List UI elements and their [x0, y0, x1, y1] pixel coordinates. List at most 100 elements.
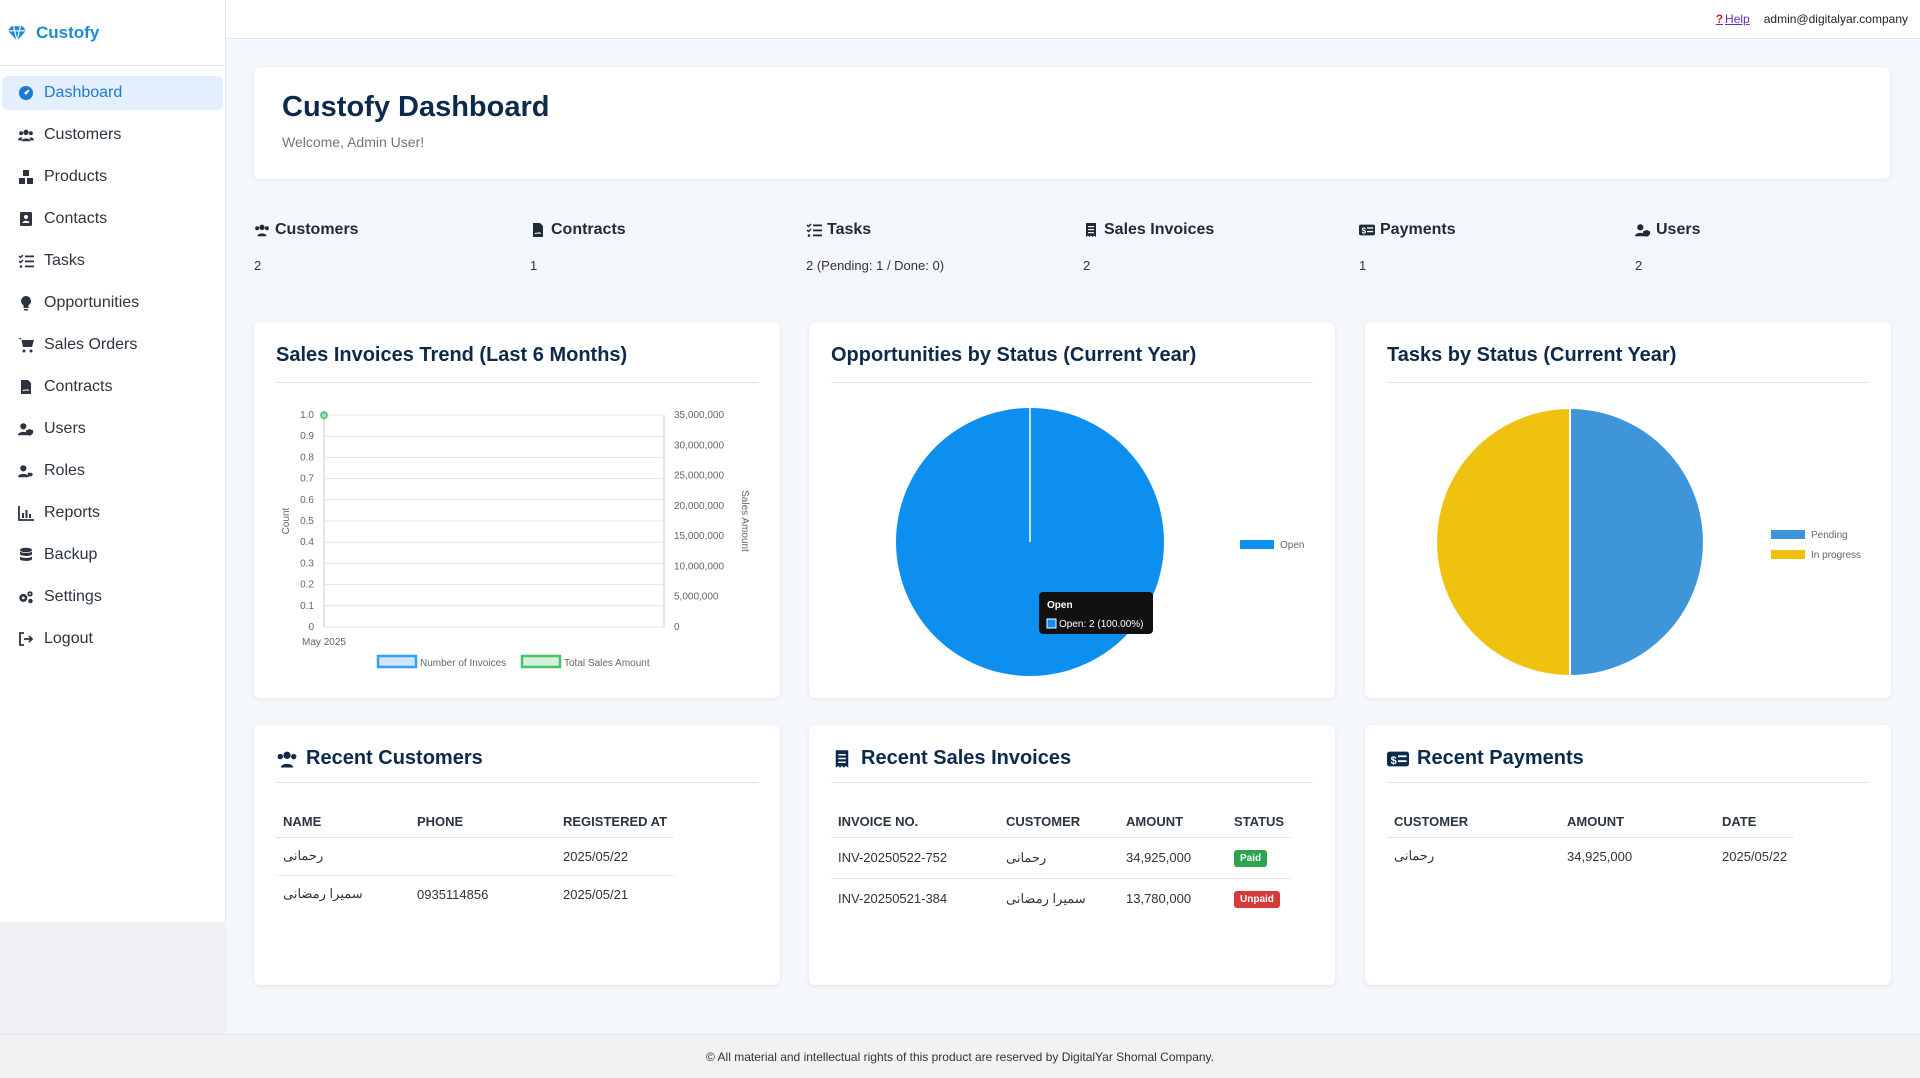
column-header[interactable]: INVOICE NO. [831, 807, 999, 838]
y-tick-label: 0.8 [300, 452, 314, 463]
sidebar-item-roles[interactable]: Roles [2, 454, 223, 488]
stat-customers[interactable]: Customers 2 [254, 221, 514, 273]
svg-text:$: $ [1362, 227, 1367, 236]
sidebar-item-settings[interactable]: Settings [2, 580, 223, 614]
stat-contracts[interactable]: Contracts 1 [530, 221, 790, 273]
pie-slice [1569, 406, 1705, 678]
sidebar-item-customers[interactable]: Customers [2, 118, 223, 152]
stat-tasks[interactable]: Tasks 2 (Pending: 1 / Done: 0) [806, 221, 1066, 273]
table-row[interactable]: INV-20250522-752 رحمانی 34,925,000 Paid [831, 837, 1292, 879]
sidebar-item-label: Roles [44, 462, 85, 479]
chart-line-icon [16, 504, 36, 522]
help-link[interactable]: ? Help [1716, 12, 1750, 26]
sidebar-item-users[interactable]: Users [2, 412, 223, 446]
column-header[interactable]: CUSTOMER [999, 807, 1119, 838]
y2-axis-label: Sales Amount [739, 490, 750, 552]
sidebar-item-contacts[interactable]: Contacts [2, 202, 223, 236]
sidebar-item-label: Logout [44, 630, 93, 647]
sidebar-item-backup[interactable]: Backup [2, 538, 223, 572]
y-tick-label: 0 [308, 622, 314, 633]
column-header[interactable]: REGISTERED AT [556, 807, 675, 838]
y-tick-label: 0.6 [300, 495, 314, 506]
dashboard-icon [16, 84, 36, 102]
list-check-icon [806, 223, 822, 237]
section-title: Recent Payments [1417, 747, 1584, 769]
status-badge: Paid [1234, 849, 1268, 867]
sales-trend-chart[interactable]: 1.0 0.9 0.8 0.7 0.6 0.5 0.4 0.3 0.2 0.1 0 35,000,00… [254, 322, 780, 698]
sidebar-item-dashboard[interactable]: Dashboard [2, 76, 223, 110]
tooltip-title: Open [1047, 600, 1073, 611]
table-row[interactable]: سمیرا رمضانی 0935114856 2025/05/21 [276, 875, 674, 913]
users-icon [277, 751, 297, 768]
y2-tick-label: 20,000,000 [674, 501, 724, 512]
pie-slice [1435, 406, 1571, 678]
divider [1387, 782, 1869, 783]
legend-swatch [1771, 530, 1805, 539]
table-row[interactable]: رحمانی 34,925,000 2025/05/22 [1387, 837, 1794, 875]
divider [831, 782, 1313, 783]
data-point-sales [320, 411, 328, 420]
sidebar-item-products[interactable]: Products [2, 160, 223, 194]
users-icon [16, 126, 36, 144]
brand[interactable]: Custofy [0, 0, 225, 66]
stat-label: Contracts [551, 221, 626, 238]
payment-customer: رحمانی [1394, 848, 1435, 864]
invoice-customer: رحمانی [999, 837, 1119, 879]
section-title: Recent Sales Invoices [861, 747, 1072, 769]
stat-sales-invoices[interactable]: Sales Invoices 2 [1083, 221, 1343, 273]
sidebar-item-label: Contracts [44, 378, 113, 395]
invoice-number[interactable]: INV-20250521-384 [838, 891, 948, 907]
column-header[interactable]: STATUS [1227, 807, 1292, 838]
tasks-pie-chart[interactable]: Pending In progress [1365, 322, 1891, 698]
column-header[interactable]: DATE [1715, 807, 1795, 838]
sidebar-item-label: Tasks [44, 252, 85, 269]
stat-users[interactable]: Users 2 [1635, 221, 1895, 273]
table-header-row: INVOICE NO. CUSTOMER AMOUNT STATUS [831, 807, 1292, 838]
legend-swatch [376, 654, 418, 669]
list-check-icon [16, 252, 36, 270]
status-badge: Unpaid [1234, 890, 1280, 908]
svg-text:$: $ [1391, 754, 1397, 766]
dashboard-header-card: Custofy Dashboard Welcome, Admin User! [254, 67, 1890, 179]
brand-name: Custofy [36, 22, 100, 42]
recent-invoices-table: INVOICE NO. CUSTOMER AMOUNT STATUS INV-2… [831, 807, 1292, 919]
sidebar-item-label: Reports [44, 504, 101, 521]
opportunities-pie-chart[interactable]: Open Open Open: 2 (100.00%) [809, 322, 1335, 698]
welcome-text: Welcome, Admin User! [282, 134, 425, 150]
registered-at: 2025/05/22 [556, 837, 675, 876]
sidebar-item-logout[interactable]: Logout [2, 622, 223, 656]
column-header[interactable]: NAME [276, 807, 410, 838]
column-header[interactable]: CUSTOMER [1387, 807, 1560, 838]
stat-value: 2 [1083, 258, 1091, 273]
y2-tick-label: 10,000,000 [674, 561, 724, 572]
sidebar-item-sales-orders[interactable]: Sales Orders [2, 328, 223, 362]
page-title: Custofy Dashboard [282, 91, 550, 123]
user-email[interactable]: admin@digitalyar.company [1763, 12, 1908, 26]
y2-tick-label: 30,000,000 [674, 440, 724, 451]
chart-tooltip: Open Open: 2 (100.00%) [1039, 592, 1153, 634]
sidebar-item-label: Users [44, 420, 86, 437]
sidebar-item-reports[interactable]: Reports [2, 496, 223, 530]
y2-tick-label: 25,000,000 [674, 471, 724, 482]
invoice-number[interactable]: INV-20250522-752 [831, 837, 999, 879]
column-header[interactable]: AMOUNT [1119, 807, 1227, 838]
sidebar-item-tasks[interactable]: Tasks [2, 244, 223, 278]
customer-phone: 0935114856 [417, 886, 489, 902]
table-row[interactable]: INV-20250521-384 سمیرا رمضانی 13,780,000… [831, 878, 1291, 919]
stat-value: 1 [530, 258, 538, 273]
column-header[interactable]: PHONE [410, 807, 556, 838]
table-row[interactable]: رحمانی 2025/05/22 [276, 837, 675, 876]
tooltip-body: Open: 2 (100.00%) [1059, 619, 1144, 630]
users-icon [255, 224, 269, 237]
receipt-icon [835, 749, 849, 768]
legend-swatch [1240, 540, 1274, 549]
money-check-icon: $ [1359, 224, 1375, 236]
recent-invoices-card: Recent Sales Invoices INVOICE NO. CUSTOM… [809, 725, 1335, 985]
sidebar-item-contracts[interactable]: Contracts [2, 370, 223, 404]
column-header[interactable]: AMOUNT [1560, 807, 1715, 838]
sidebar: Custofy Dashboard Customers Products Con… [0, 0, 226, 922]
sidebar-item-opportunities[interactable]: Opportunities [2, 286, 223, 320]
invoice-customer: سمیرا رمضانی [1006, 890, 1086, 906]
receipt-icon [1086, 223, 1096, 237]
stat-payments[interactable]: $ Payments 1 [1359, 221, 1619, 273]
